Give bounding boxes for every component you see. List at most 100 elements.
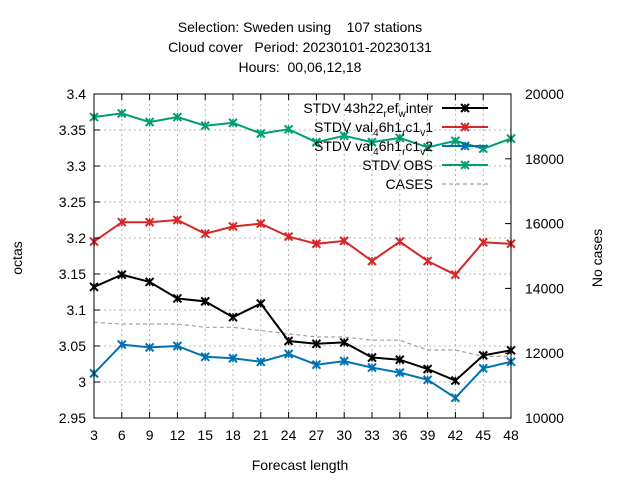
series-2-point [256, 218, 266, 229]
plot-frame [93, 93, 512, 419]
series-layer [89, 108, 516, 403]
series-3-point [311, 360, 322, 370]
title-line-2: Cloud cover Period: 20230101-20230131 [168, 39, 432, 55]
legend-label-2: STDV val46h1rc1v1 [314, 119, 433, 139]
legend-marker-4 [460, 160, 470, 170]
x-tick-label: 27 [309, 427, 325, 443]
series-2-point [117, 217, 127, 227]
series-1 [89, 270, 516, 386]
series-4-point [228, 118, 238, 128]
series-2-point [144, 217, 155, 227]
series-2-point [200, 228, 210, 239]
series-3-point [256, 357, 266, 367]
series-3-point [339, 356, 349, 366]
title-line-3: Hours: 00,06,12,18 [239, 59, 362, 75]
y-tick-label: 3.2 [67, 230, 87, 246]
legend-label-part: v [420, 147, 425, 158]
series-1-point [422, 364, 433, 374]
legend-marker-2 [460, 122, 470, 132]
series-5 [93, 321, 511, 357]
series-3 [89, 339, 516, 403]
x-tick-label: 18 [225, 427, 241, 443]
series-4-point [200, 120, 210, 131]
series-2-point [478, 237, 488, 248]
series-2-point [367, 256, 377, 266]
series-4-point [144, 117, 155, 127]
series-1-point [450, 375, 461, 386]
series-3-point [478, 363, 488, 374]
series-3-point [395, 367, 405, 378]
legend-label-4: STDV OBS [362, 157, 433, 173]
series-4-point [172, 112, 183, 122]
series-1-point [367, 352, 377, 363]
y2-tick-label: 18000 [525, 151, 564, 167]
x-tick-label: 12 [170, 427, 186, 443]
series-2-point [311, 239, 322, 249]
series-2 [89, 215, 516, 280]
series-3-point [172, 341, 183, 351]
y2-tick-label: 12000 [525, 345, 564, 361]
series-3-point [422, 375, 433, 385]
series-4-line [93, 112, 512, 150]
x-tick-label: 42 [448, 427, 464, 443]
x-tick-label: 30 [336, 427, 352, 443]
series-4-point [311, 137, 322, 147]
x-tick-label: 21 [253, 427, 269, 443]
y-axis-label: octas [9, 241, 25, 274]
legend-label-part: 6h1 [379, 138, 403, 154]
legend-label-part: 2 [425, 138, 433, 154]
legend-label-part: c1 [405, 119, 420, 135]
series-1-point [395, 354, 405, 365]
series-4-point [367, 137, 377, 147]
legend-label-part: 1 [425, 119, 433, 135]
legend-label-part: c1 [405, 138, 420, 154]
x-tick-label: 3 [90, 427, 98, 443]
legend-label-part: inter [406, 100, 434, 116]
series-3-point [200, 352, 210, 362]
series-5-line [93, 321, 511, 357]
series-3-point [228, 353, 238, 363]
legend-label-part: r [402, 128, 406, 139]
legend-label-part: STDV OBS [362, 157, 433, 173]
series-4-point [450, 136, 461, 146]
x-tick-label: 15 [197, 427, 213, 443]
series-3-point [144, 342, 155, 353]
legend-label-part: CASES [386, 176, 433, 192]
y-tick-label: 3.35 [59, 122, 86, 138]
series-2-point [395, 236, 405, 247]
legend-label-part: w [398, 109, 407, 120]
legend-label-part: v [420, 128, 425, 139]
series-2-line [93, 218, 512, 276]
y-tick-label: 3 [78, 374, 86, 390]
legend-marker-1 [460, 103, 470, 113]
y-tick-label: 3.3 [67, 158, 87, 174]
series-3-point [367, 362, 377, 373]
series-4 [89, 108, 516, 154]
series-2-point [450, 270, 461, 280]
cases-series [93, 321, 511, 357]
legend-label-part: 4 [373, 147, 379, 158]
x-tick-label: 6 [118, 427, 126, 443]
series-4-point [283, 124, 294, 134]
series-1-point [117, 270, 127, 280]
title-line-1: Selection: Sweden using 107 stations [178, 19, 422, 35]
y-tick-label: 3.25 [59, 194, 86, 210]
x-tick-label: 39 [420, 427, 436, 443]
y-tick-label: 3.4 [67, 86, 87, 102]
series-2-point [228, 221, 238, 232]
series-2-point [283, 231, 294, 242]
series-4-point [339, 131, 349, 141]
series-1-point [478, 350, 488, 361]
legend-label-1: STDV 43h22refwinter [303, 100, 433, 120]
series-3-point [450, 393, 461, 403]
y-tick-label: 3.15 [59, 266, 86, 282]
legend-label-part: 4 [373, 128, 379, 139]
y2-tick-label: 10000 [525, 410, 564, 426]
x-tick-label: 48 [503, 427, 519, 443]
y2-tick-label: 14000 [525, 280, 564, 296]
chart-title: Selection: Sweden using 107 stations Clo… [168, 19, 432, 75]
legend-label-part: STDV 43h22 [303, 100, 383, 116]
series-4-point [256, 128, 266, 139]
series-1-point [283, 336, 294, 346]
